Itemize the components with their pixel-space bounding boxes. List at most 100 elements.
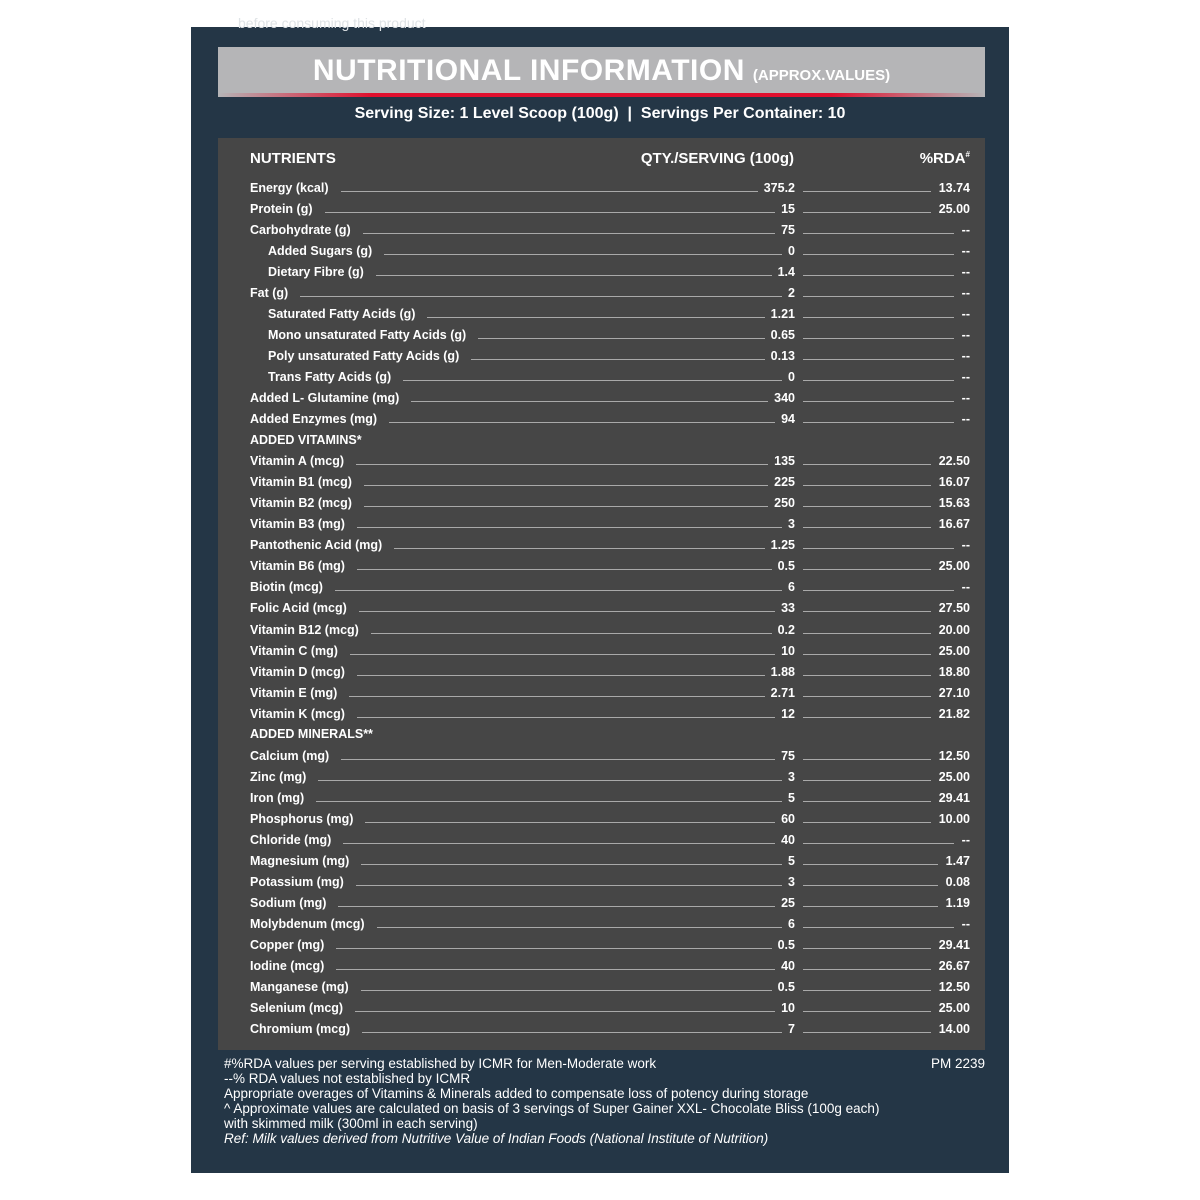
table-row: Vitamin B12 (mcg) 0.2 20.00: [250, 619, 970, 640]
nutrient-name: Fat (g): [250, 285, 289, 300]
nutrient-name: Potassium (mg): [250, 875, 344, 890]
table-row: Folic Acid (mcg) 33 27.50: [250, 598, 970, 619]
nutrient-name: Vitamin E (mg): [250, 685, 338, 700]
leader-line: [355, 1011, 776, 1013]
nutrient-name: Magnesium (mg): [250, 854, 350, 869]
table-row: Saturated Fatty Acids (g) 1.21 --: [250, 303, 970, 324]
leader-line: [370, 632, 772, 634]
leader-line: [803, 864, 938, 866]
footnote: Appropriate overages of Vitamins & Miner…: [224, 1086, 809, 1101]
nutrient-qty: 135: [774, 454, 795, 469]
nutrient-name: Chloride (mg): [250, 832, 332, 847]
leader-line: [356, 569, 772, 571]
rda-cell: 16.07: [803, 475, 970, 489]
nutrient-rda: --: [961, 222, 970, 237]
nutrient-rda: 16.07: [938, 475, 970, 490]
nutrient-rda: 26.67: [938, 959, 970, 974]
leader-line: [338, 906, 776, 908]
nutrient-qty: 5: [788, 854, 795, 869]
leader-line: [803, 800, 931, 802]
table-row: Energy (kcal) 375.2 13.74: [250, 177, 970, 198]
rda-cell: 15.63: [803, 496, 970, 510]
nutrient-qty: 1.25: [770, 538, 795, 553]
leader-line: [384, 253, 783, 255]
nutrient-name: Copper (mg): [250, 938, 325, 953]
nutrient-rda: 16.67: [938, 517, 970, 532]
nutrient-rda: --: [961, 369, 970, 384]
nutrient-qty: 33: [781, 601, 795, 616]
leader-line: [316, 800, 783, 802]
rda-cell: 13.74: [803, 181, 970, 195]
nutrient-rda: --: [961, 348, 970, 363]
nutrient-name: Energy (kcal): [250, 180, 329, 195]
leader-line: [803, 316, 954, 318]
leader-line: [376, 927, 783, 929]
nutrient-name: Calcium (mg): [250, 748, 330, 763]
section-heading: ADDED VITAMINS*: [250, 432, 362, 447]
nutrient-rda: 27.10: [938, 685, 970, 700]
rda-cell: --: [803, 833, 970, 847]
nutrient-rda: --: [961, 327, 970, 342]
leader-line: [394, 548, 765, 550]
table-row: Carbohydrate (g) 75 --: [250, 219, 970, 240]
nutrient-name: Chromium (mcg): [250, 1022, 350, 1037]
table-row: Iodine (mcg) 40 26.67: [250, 956, 970, 977]
nutrient-qty: 1.88: [770, 664, 795, 679]
nutrient-name: Added Enzymes (mg): [250, 412, 378, 427]
nutrient-qty: 3: [788, 769, 795, 784]
rda-cell: 27.50: [803, 601, 970, 615]
nutrient-rda: 13.74: [938, 180, 970, 195]
leader-line: [389, 422, 776, 424]
table-row: Sodium (mg) 25 1.19: [250, 893, 970, 914]
leader-line: [803, 758, 931, 760]
nutrient-rda: 1.47: [945, 854, 970, 869]
leader-line: [360, 990, 772, 992]
footnote: with skimmed milk (300ml in each serving…: [224, 1116, 478, 1131]
nutrient-qty: 0.65: [770, 327, 795, 342]
nutrient-qty: 3: [788, 517, 795, 532]
leader-line: [803, 379, 954, 381]
header-rda-mark: #: [965, 150, 970, 159]
nutrient-rda: 12.50: [938, 748, 970, 763]
nutrient-qty: 75: [781, 748, 795, 763]
nutrient-name: Pantothenic Acid (mg): [250, 538, 383, 553]
leader-line: [803, 211, 931, 213]
rda-cell: 20.00: [803, 623, 970, 637]
leader-line: [362, 1032, 783, 1034]
nutrient-qty: 0.5: [777, 938, 795, 953]
leader-line: [803, 253, 954, 255]
nutrient-rda: 25.00: [938, 1001, 970, 1016]
nutrient-qty: 7: [788, 1022, 795, 1037]
rda-cell: --: [803, 286, 970, 300]
nutrient-rda: 29.41: [938, 938, 970, 953]
nutrient-name: Iodine (mcg): [250, 959, 325, 974]
nutrient-name: Vitamin B12 (mcg): [250, 622, 359, 637]
table-header: NUTRIENTS QTY./SERVING (100g) %RDA#: [250, 150, 970, 170]
nutrient-name: Carbohydrate (g): [250, 222, 351, 237]
leader-line: [803, 422, 954, 424]
nutrient-name: Sodium (mg): [250, 896, 327, 911]
nutrient-name: Protein (g): [250, 201, 313, 216]
table-row: Vitamin B2 (mcg) 250 15.63: [250, 493, 970, 514]
rda-cell: 25.00: [803, 770, 970, 784]
nutrient-qty: 60: [781, 811, 795, 826]
table-row: Vitamin K (mcg) 12 21.82: [250, 703, 970, 724]
nutrient-qty: 1.4: [777, 264, 795, 279]
title-subtitle: (APPROX.VALUES): [752, 67, 891, 84]
leader-line: [803, 990, 931, 992]
nutrient-rda: 25.00: [938, 201, 970, 216]
leader-line: [363, 485, 769, 487]
leader-line: [803, 695, 931, 697]
nutrient-name: Phosphorus (mg): [250, 811, 354, 826]
rda-cell: 27.10: [803, 686, 970, 700]
leader-line: [803, 842, 954, 844]
rda-cell: 21.82: [803, 707, 970, 721]
leader-line: [803, 295, 954, 297]
nutrient-name: Manganese (mg): [250, 980, 349, 995]
nutrient-name: Vitamin B3 (mg): [250, 517, 345, 532]
leader-line: [427, 316, 765, 318]
label-panel: before consuming this product NUTRITIONA…: [191, 15, 1009, 1173]
leader-line: [336, 948, 772, 950]
leader-line: [361, 864, 783, 866]
leader-line: [411, 400, 769, 402]
